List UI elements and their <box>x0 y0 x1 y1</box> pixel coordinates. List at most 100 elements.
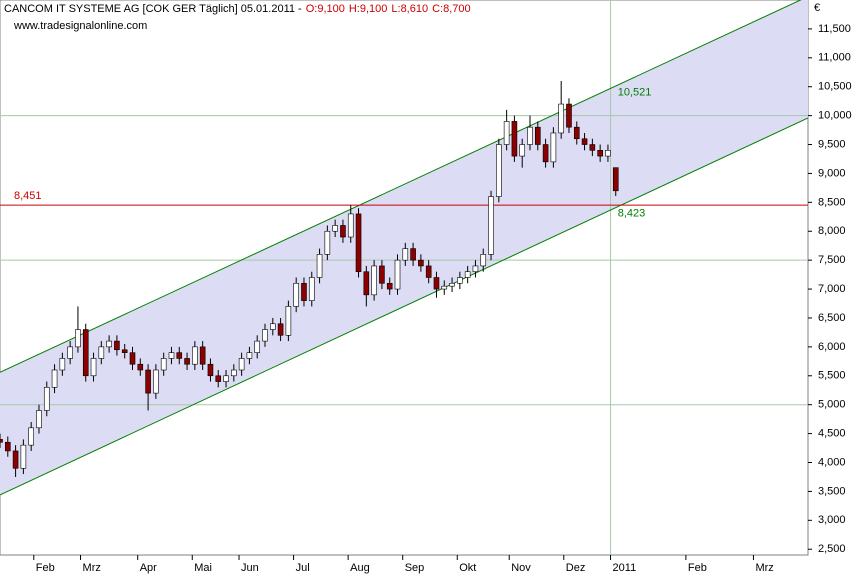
x-tick-label: 2011 <box>613 562 637 574</box>
y-tick-label: 6,500 <box>818 312 846 324</box>
x-tick-label: Mai <box>194 562 212 574</box>
candle-body <box>410 248 416 261</box>
candle-body <box>573 126 580 140</box>
candle-body <box>340 225 346 238</box>
candle-body <box>12 450 19 469</box>
candle-body <box>324 230 331 255</box>
candle-body <box>223 375 229 382</box>
candle-body <box>480 254 487 267</box>
candle-body <box>425 265 432 278</box>
candle-body <box>597 150 603 157</box>
candle-body <box>4 441 11 452</box>
candle-body <box>542 144 549 163</box>
candle-body <box>43 387 50 411</box>
candle-body <box>464 271 471 278</box>
candle-body <box>535 126 541 145</box>
y-tick-label: 4,500 <box>818 428 846 440</box>
x-tick-label: Apr <box>140 562 157 574</box>
ohlc-label: L:8,610 <box>391 3 428 15</box>
candle-body <box>246 352 253 359</box>
candle-body <box>59 358 66 371</box>
y-tick-label: 11,500 <box>818 23 851 35</box>
x-tick-label: Aug <box>350 562 370 574</box>
candle-body <box>36 410 42 429</box>
y-tick-label: 5,500 <box>818 370 846 382</box>
candle-body <box>332 225 338 232</box>
candle-body <box>527 126 533 145</box>
y-tick-label: 6,000 <box>818 341 846 353</box>
candle-body <box>355 213 362 273</box>
candle-body <box>301 282 307 301</box>
candle-body <box>20 444 27 469</box>
level-label: 8,451 <box>14 190 42 202</box>
candle-body <box>612 167 619 192</box>
channel-line <box>0 0 802 373</box>
candle-body <box>457 277 463 284</box>
candle-body <box>114 340 120 351</box>
candle-body <box>402 248 409 261</box>
candle-body <box>449 282 455 287</box>
candle-body <box>67 346 73 359</box>
candle-body <box>192 346 198 365</box>
y-tick-label: 2,500 <box>818 543 846 555</box>
candle-body <box>503 121 510 145</box>
candle-body <box>215 375 222 382</box>
y-tick-label: 9,000 <box>818 167 846 179</box>
candle-body <box>231 369 237 377</box>
currency-label: € <box>814 2 820 14</box>
candle-body <box>254 340 261 353</box>
candle-body <box>168 352 175 359</box>
candle-body <box>153 369 159 394</box>
candle-body <box>75 329 81 348</box>
title-text: CANCOM IT SYSTEME AG [COK GER Täglich] 0… <box>4 3 302 15</box>
candle-body <box>82 329 89 377</box>
candle-body <box>488 196 494 255</box>
x-tick-label: Sep <box>405 562 425 574</box>
candle-body <box>0 439 3 443</box>
x-tick-label: Feb <box>688 562 707 574</box>
x-tick-label: Mrz <box>83 562 101 574</box>
x-tick-label: Nov <box>511 562 531 574</box>
y-tick-label: 7,500 <box>818 254 846 266</box>
candle-body <box>28 427 34 446</box>
y-tick-label: 7,000 <box>818 283 846 295</box>
channel-area <box>0 0 808 495</box>
channel-label: 8,423 <box>618 208 646 220</box>
candle-body <box>519 144 526 157</box>
y-tick-label: 8,000 <box>818 225 846 237</box>
x-tick-label: Dez <box>566 562 586 574</box>
candle-body <box>605 150 611 157</box>
candle-body <box>371 265 377 296</box>
x-tick-label: Mrz <box>755 562 773 574</box>
y-tick-label: 4,000 <box>818 456 846 468</box>
candle-body <box>589 144 596 151</box>
candle-body <box>511 121 518 157</box>
candle-body <box>308 277 315 301</box>
candle-body <box>394 259 401 290</box>
candle-body <box>145 369 151 394</box>
candle-body <box>207 363 214 377</box>
candle-body <box>363 271 370 296</box>
y-tick-label: 10,000 <box>818 110 852 122</box>
candle-body <box>199 346 206 365</box>
candle-body <box>184 358 190 365</box>
x-tick-label: Jun <box>241 562 259 574</box>
candle-body <box>558 103 564 134</box>
channel-line <box>0 117 808 496</box>
y-tick-label: 3,500 <box>818 485 846 497</box>
ohlc-label: C:8,700 <box>432 3 471 15</box>
chart-title: CANCOM IT SYSTEME AG [COK GER Täglich] 0… <box>4 3 471 15</box>
candle-body <box>316 254 323 278</box>
candle-body <box>386 282 393 290</box>
candle-body <box>496 144 502 197</box>
candle-body <box>566 103 572 128</box>
candle-body <box>137 363 144 371</box>
y-tick-label: 10,500 <box>818 81 852 93</box>
candle-body <box>106 340 112 348</box>
candle-body <box>293 282 299 307</box>
candle-body <box>379 265 385 284</box>
x-tick-label: Jul <box>296 562 310 574</box>
candle-body <box>472 265 479 273</box>
candle-body <box>238 358 245 371</box>
